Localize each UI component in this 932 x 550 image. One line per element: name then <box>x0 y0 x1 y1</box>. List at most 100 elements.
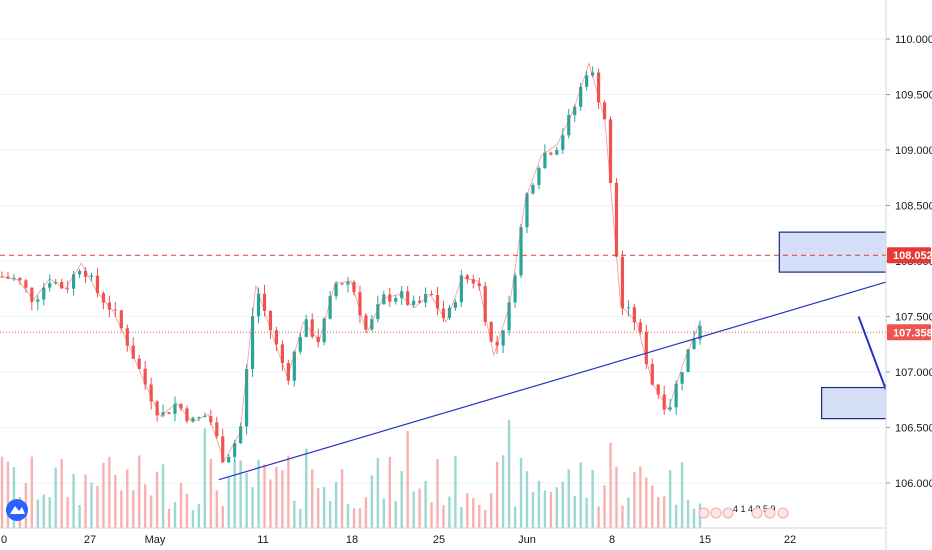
volume-bar <box>501 455 505 528</box>
volume-bar <box>287 455 290 528</box>
volume-bar <box>627 497 630 528</box>
candle-up <box>244 369 249 427</box>
candle-down <box>483 286 487 322</box>
volume-bar <box>173 501 177 528</box>
candle-up <box>513 275 517 303</box>
volume-bar <box>215 490 218 528</box>
candle-down <box>125 328 129 346</box>
candle-up <box>328 296 332 319</box>
event-flag-icon[interactable] <box>777 507 789 519</box>
candle-up <box>537 168 541 185</box>
candle-up <box>573 106 577 116</box>
volume-bar <box>579 462 582 528</box>
volume-bar <box>591 469 594 528</box>
volume-bar <box>90 482 93 528</box>
candle-down <box>638 322 642 332</box>
candle-down <box>614 182 619 257</box>
volume-bar <box>621 505 624 528</box>
volume-bar <box>257 459 260 528</box>
candle-down <box>632 307 636 323</box>
volume-bar <box>537 480 541 528</box>
candle-down <box>167 412 171 414</box>
drawing-layer[interactable] <box>0 231 932 481</box>
time-tick-label: 0 <box>1 534 7 546</box>
volume-bar <box>299 508 302 528</box>
time-tick-label: 8 <box>609 534 615 546</box>
volume-bar <box>132 490 135 528</box>
time-tick-label: 27 <box>84 534 96 546</box>
volume-bar <box>334 481 338 528</box>
volume-bar <box>203 428 207 528</box>
event-flag-icon[interactable] <box>751 507 763 519</box>
candle-down <box>602 102 607 120</box>
volume-bar <box>305 448 308 528</box>
volume-bar <box>430 502 433 528</box>
volume-bar <box>424 481 427 528</box>
candle-up <box>680 372 684 384</box>
candle-up <box>298 336 302 352</box>
volume-bar <box>102 462 105 528</box>
candle-down <box>596 72 601 103</box>
candle-down <box>221 436 225 463</box>
event-flag-icon[interactable] <box>698 507 710 519</box>
volume-bar <box>155 471 159 528</box>
candle-up <box>161 412 165 416</box>
volume-bar <box>478 504 481 528</box>
candle-down <box>358 292 362 316</box>
candle-down <box>608 119 613 183</box>
event-flag-icon[interactable] <box>722 507 734 519</box>
event-flag-icon[interactable] <box>764 507 776 519</box>
volume-bar <box>293 500 296 528</box>
volume-bar <box>54 467 57 528</box>
volume-bar <box>84 474 87 528</box>
volume-bar <box>239 460 242 528</box>
volume-bar <box>531 492 535 528</box>
price-tick-label: 106.500 <box>895 423 932 435</box>
volume-bar <box>358 508 362 528</box>
volume-bar <box>555 487 559 528</box>
volume-bar <box>72 474 75 528</box>
volume-bar <box>692 508 696 528</box>
volume-bar <box>114 474 117 528</box>
price-tick-label: 107.000 <box>895 367 932 379</box>
candle-down <box>489 321 493 342</box>
candle-up <box>233 443 237 457</box>
resistance-level-tag <box>887 247 931 264</box>
candle-up <box>346 281 350 285</box>
candle-up <box>561 135 565 150</box>
candle-up <box>412 300 416 305</box>
volume-layer <box>0 419 702 528</box>
candle-down <box>352 281 356 293</box>
volume-bar <box>340 469 344 528</box>
volume-bar <box>209 458 213 528</box>
volume-bar <box>281 470 284 528</box>
volume-bar <box>316 488 320 528</box>
logo-icon-mark <box>10 506 25 514</box>
volume-bar <box>6 461 10 528</box>
event-flag-icon[interactable] <box>710 507 722 519</box>
volume-bar <box>36 499 39 528</box>
candle-up <box>197 417 201 419</box>
candle-down <box>429 293 434 295</box>
candle-up <box>501 330 505 346</box>
volume-bar <box>263 464 266 528</box>
trend-line[interactable] <box>218 257 932 481</box>
resistance-level-tag-label: 108.052 <box>893 250 932 262</box>
candle-up <box>376 304 380 320</box>
volume-bar <box>663 496 666 528</box>
candle-up <box>507 302 511 331</box>
candle-down <box>137 358 141 369</box>
candle-up <box>555 149 559 155</box>
volume-bar <box>185 493 189 528</box>
volume-bar <box>370 475 374 528</box>
volume-bar <box>657 496 660 528</box>
volume-bar <box>78 505 81 528</box>
candle-down <box>24 280 28 288</box>
candle-down <box>477 283 481 287</box>
volume-bar <box>543 490 547 528</box>
candle-up <box>256 293 261 317</box>
time-tick-label: 15 <box>699 534 711 546</box>
candle-down <box>644 331 648 365</box>
